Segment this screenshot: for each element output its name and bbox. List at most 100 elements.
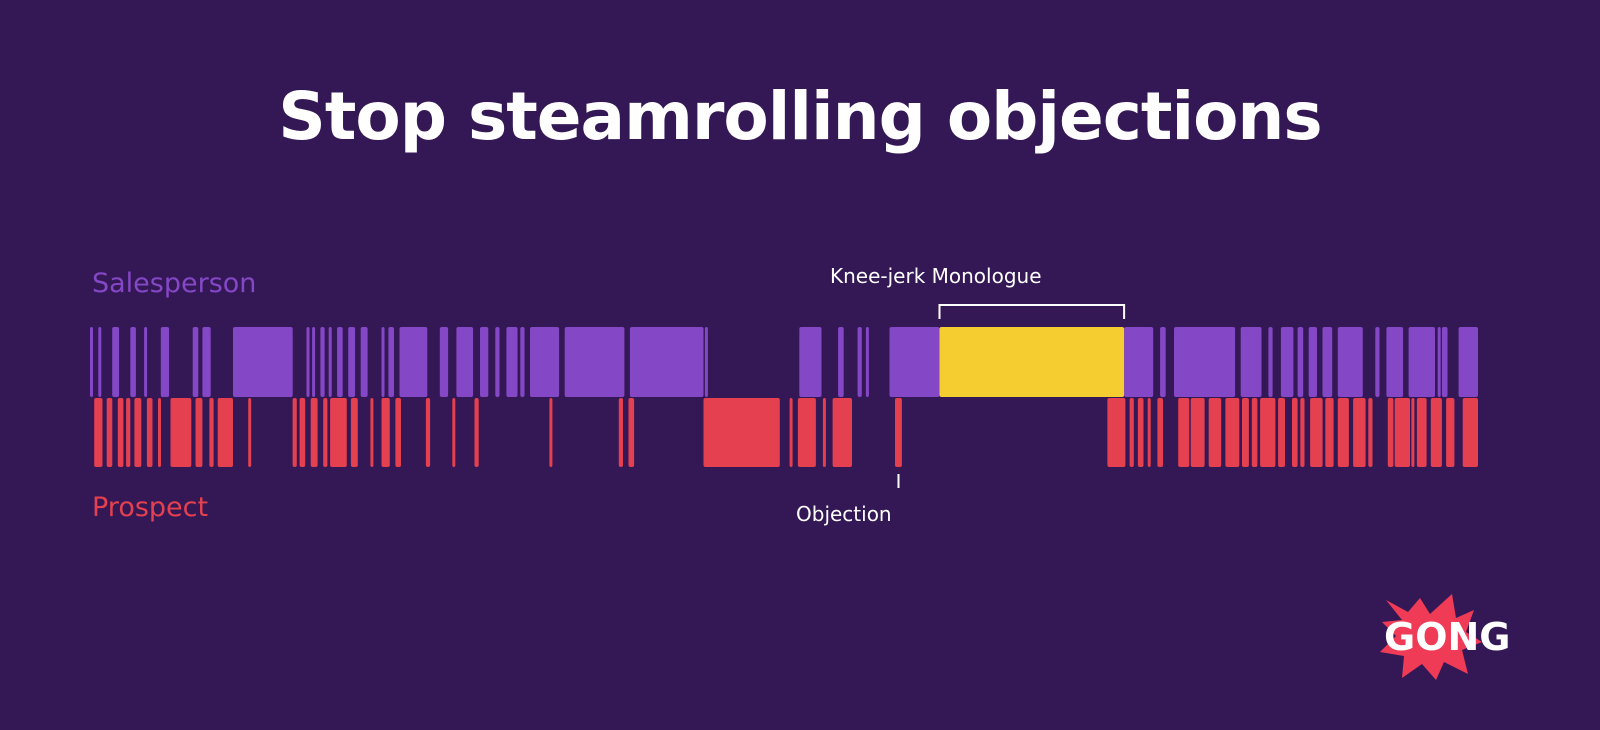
prospect-turn-40 — [1208, 398, 1222, 467]
prospect-turn-34 — [1129, 398, 1134, 467]
salesperson-turn-44 — [1375, 327, 1380, 397]
prospect-turn-42 — [1242, 398, 1249, 467]
prospect-turn-52 — [1368, 398, 1373, 467]
salesperson-turn-39 — [1280, 327, 1294, 397]
objection-label: Objection — [796, 502, 892, 526]
annotation-lines — [897, 304, 1126, 488]
salesperson-turn-16 — [381, 327, 385, 397]
salesperson-turn-41 — [1308, 327, 1317, 397]
salesperson-turn-25 — [530, 327, 560, 397]
prospect-turn-47 — [1300, 398, 1305, 467]
prospect-turn-9 — [209, 398, 214, 467]
prospect-turn-13 — [299, 398, 306, 467]
salesperson-turn-38 — [1268, 327, 1273, 397]
prospect-turn-19 — [381, 398, 390, 467]
salesperson-turn-37 — [1240, 327, 1262, 397]
prospect-turn-14 — [310, 398, 318, 467]
gong-wordmark: GONG — [1384, 615, 1511, 659]
prospect-turn-50 — [1337, 398, 1349, 467]
prospect-turn-7 — [170, 398, 192, 467]
salesperson-turn-24 — [520, 327, 525, 397]
salesperson-turn-23 — [506, 327, 518, 397]
salesperson-turn-1 — [98, 327, 102, 397]
prospect-turn-6 — [158, 398, 161, 467]
salesperson-turn-33 — [889, 327, 940, 397]
prospect-turn-36 — [1147, 398, 1151, 467]
prospect-turn-12 — [292, 398, 297, 467]
prospect-turn-4 — [134, 398, 142, 467]
salesperson-turn-17 — [388, 327, 394, 397]
salesperson-turn-3 — [130, 327, 136, 397]
page-title: Stop steamrolling objections — [278, 78, 1322, 155]
prospect-turn-54 — [1394, 398, 1410, 467]
prospect-turn-51 — [1353, 398, 1366, 467]
prospect-turn-32 — [895, 398, 902, 467]
salesperson-turn-48 — [1441, 327, 1448, 397]
salesperson-turn-6 — [192, 327, 199, 397]
salesperson-turn-11 — [320, 327, 325, 397]
salesperson-track — [90, 327, 1478, 397]
prospect-turn-58 — [1446, 398, 1455, 467]
salesperson-turn-5 — [160, 327, 170, 397]
prospect-turn-27 — [703, 398, 780, 467]
prospect-turn-15 — [323, 398, 328, 467]
prospect-turn-24 — [549, 398, 553, 467]
prospect-turn-26 — [628, 398, 635, 467]
gong-logo: GONG — [1380, 594, 1511, 680]
prospect-turn-45 — [1278, 398, 1285, 467]
prospect-turn-1 — [106, 398, 113, 467]
prospect-turn-53 — [1387, 398, 1394, 467]
prospect-turn-30 — [822, 398, 826, 467]
prospect-turn-48 — [1310, 398, 1323, 467]
salesperson-turn-18 — [399, 327, 428, 397]
salesperson-turn-7 — [202, 327, 211, 397]
monologue-turn — [939, 327, 1125, 397]
prospect-turn-25 — [618, 398, 623, 467]
salesperson-turn-26 — [564, 327, 625, 397]
prospect-turn-37 — [1157, 398, 1163, 467]
salesperson-turn-8 — [233, 327, 293, 397]
prospect-turn-20 — [395, 398, 401, 467]
salesperson-turn-4 — [144, 327, 148, 397]
prospect-turn-23 — [474, 398, 479, 467]
salesperson-turn-35 — [1160, 327, 1166, 397]
prospect-turn-41 — [1225, 398, 1240, 467]
salesperson-turn-45 — [1386, 327, 1404, 397]
salesperson-turn-40 — [1297, 327, 1304, 397]
salesperson-turn-19 — [439, 327, 449, 397]
prospect-turn-18 — [370, 398, 374, 467]
salesperson-turn-12 — [328, 327, 332, 397]
salesperson-turn-31 — [857, 327, 862, 397]
prospect-turn-39 — [1190, 398, 1205, 467]
prospect-turn-8 — [195, 398, 203, 467]
prospect-turn-46 — [1292, 398, 1298, 467]
prospect-turn-44 — [1260, 398, 1276, 467]
prospect-turn-38 — [1178, 398, 1190, 467]
salesperson-turn-43 — [1337, 327, 1363, 397]
salesperson-turn-36 — [1174, 327, 1236, 397]
prospect-turn-55 — [1411, 398, 1415, 467]
salesperson-turn-22 — [495, 327, 500, 397]
prospect-label: Prospect — [92, 492, 209, 523]
prospect-turn-0 — [94, 398, 103, 467]
salesperson-turn-49 — [1458, 327, 1478, 397]
salesperson-label: Salesperson — [92, 268, 257, 299]
monologue-bracket — [938, 304, 1126, 319]
prospect-turn-22 — [452, 398, 456, 467]
gong-burst-icon — [1380, 594, 1482, 680]
prospect-turn-33 — [1107, 398, 1126, 467]
prospect-turn-56 — [1416, 398, 1427, 467]
salesperson-turn-15 — [360, 327, 368, 397]
salesperson-turn-13 — [337, 327, 343, 397]
salesperson-turn-20 — [456, 327, 474, 397]
prospect-turn-35 — [1137, 398, 1144, 467]
salesperson-turn-42 — [1322, 327, 1333, 397]
salesperson-turn-14 — [348, 327, 356, 397]
prospect-turn-29 — [797, 398, 816, 467]
salesperson-turn-46 — [1408, 327, 1435, 397]
prospect-track — [94, 398, 1478, 467]
prospect-turn-17 — [350, 398, 358, 467]
prospect-turn-28 — [789, 398, 793, 467]
prospect-turn-31 — [832, 398, 852, 467]
